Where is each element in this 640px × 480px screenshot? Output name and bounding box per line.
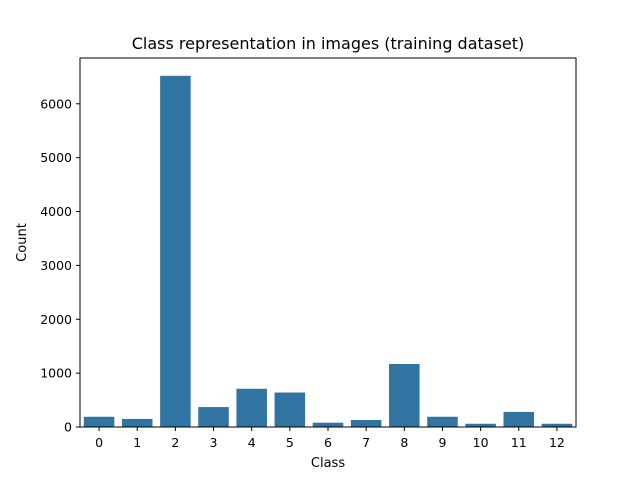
bar-class-1 bbox=[121, 418, 153, 427]
bars-group bbox=[83, 75, 573, 427]
bar-class-7 bbox=[350, 419, 382, 427]
bar-class-11 bbox=[503, 411, 535, 427]
x-tick-label: 6 bbox=[324, 435, 332, 450]
bar-class-10 bbox=[465, 423, 496, 427]
x-tick-label: 1 bbox=[133, 435, 141, 450]
x-tick-label: 3 bbox=[210, 435, 218, 450]
y-tick-label: 3000 bbox=[40, 258, 72, 273]
bar-class-0 bbox=[83, 416, 115, 427]
y-axis-label: Count bbox=[15, 223, 30, 262]
y-tick-label: 4000 bbox=[40, 204, 72, 219]
x-tick-label: 10 bbox=[473, 435, 489, 450]
x-tick-label: 9 bbox=[438, 435, 446, 450]
bar-class-3 bbox=[198, 407, 229, 427]
x-tick-label: 4 bbox=[248, 435, 256, 450]
bar-class-12 bbox=[541, 423, 573, 427]
x-axis-label: Class bbox=[311, 456, 345, 471]
y-tick-label: 6000 bbox=[40, 96, 72, 111]
bar-class-4 bbox=[236, 388, 267, 427]
x-tick-label: 12 bbox=[549, 435, 565, 450]
y-tick-label: 2000 bbox=[40, 312, 72, 327]
bar-class-6 bbox=[312, 422, 344, 427]
x-tick-label: 8 bbox=[400, 435, 408, 450]
x-tick-label: 5 bbox=[286, 435, 294, 450]
chart-title: Class representation in images (training… bbox=[132, 34, 525, 53]
bar-class-8 bbox=[389, 363, 420, 427]
x-axis: 0 1 2 3 4 5 6 7 8 9 10 11 12 bbox=[95, 427, 565, 450]
y-tick-label: 0 bbox=[64, 420, 72, 435]
y-axis: 0 1000 2000 3000 4000 5000 6000 bbox=[40, 96, 80, 435]
x-tick-label: 7 bbox=[362, 435, 370, 450]
plot-frame bbox=[79, 57, 577, 428]
y-tick-label: 1000 bbox=[40, 366, 72, 381]
bar-class-5 bbox=[274, 392, 306, 427]
x-tick-label: 2 bbox=[171, 435, 179, 450]
y-tick-label: 5000 bbox=[40, 150, 72, 165]
x-tick-label: 11 bbox=[511, 435, 527, 450]
bar-class-2 bbox=[160, 75, 191, 427]
x-tick-label: 0 bbox=[95, 435, 103, 450]
bar-class-9 bbox=[427, 416, 458, 427]
